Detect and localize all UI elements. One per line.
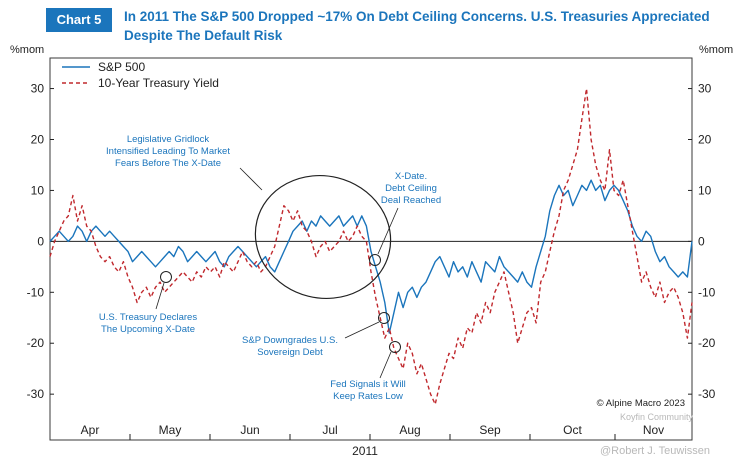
x-tick-label: May [159,423,182,437]
y-tick-label-right: 30 [698,82,712,96]
y-tick-label-left: -30 [27,387,45,401]
y-axis-right: 30 20 10 0 -10 -20 -30 [688,82,716,401]
x-axis: Apr May Jun Jul Aug Sep Oct Nov [81,423,664,440]
watermark-author: @Robert J. Teuwissen [600,445,711,457]
annotation-treasury-line-2: The Upcoming X-Date [101,324,195,335]
annotation-gridlock-line-2: Intensified Leading To Market [106,146,230,157]
chart-title: In 2011 The S&P 500 Dropped ~17% On Debt… [124,7,734,45]
chart-header: Chart 5 In 2011 The S&P 500 Dropped ~17%… [0,0,747,46]
annotation-gridlock-ellipse [254,174,392,300]
x-tick-label: Apr [81,423,100,437]
annotation-downgrade-line-2: Sovereign Debt [257,347,323,358]
annotation-downgrade-marker [378,312,390,324]
annotation-treasury-line-1: U.S. Treasury Declares [99,312,197,323]
plot-frame [49,57,693,441]
annotation-xdate: X-Date. Debt Ceiling Deal Reached [381,171,441,206]
annotation-gridlock-line-1: Legislative Gridlock [127,134,210,145]
source-note: © Alpine Macro 2023 [597,398,685,409]
annotation-gridlock: Legislative Gridlock Intensified Leading… [106,134,230,169]
legend-label-treasury: 10-Year Treasury Yield [98,76,219,90]
series-line-sp500 [49,179,693,334]
y-unit-left: %mom [10,44,44,56]
series-group [49,87,693,405]
annotation-xdate-line-1: X-Date. [395,171,427,182]
annotation-downgrade: S&P Downgrades U.S. Sovereign Debt [242,335,338,358]
x-tick-label: Sep [479,423,501,437]
annotation-fed: Fed Signals it Will Keep Rates Low [330,379,406,402]
annotation-downgrade-line-1: S&P Downgrades U.S. [242,335,338,346]
y-tick-label-right: 10 [698,183,712,197]
y-tick-label-left: -10 [27,285,45,299]
y-axis-left: 30 20 10 0 -10 -20 -30 [27,82,54,401]
annotation-xdate-marker [369,254,381,266]
x-axis-year-label: 2011 [352,444,378,458]
annotation-xdate-line-2: Debt Ceiling [385,183,437,194]
annotation-fed-marker [389,341,401,353]
annotation-treasury-leader [155,282,165,310]
annotation-treasury-marker [160,271,172,283]
x-tick-label: Oct [563,423,582,437]
x-tick-label: Jul [322,423,337,437]
series-line-treasury-yield [49,87,693,405]
watermark-community: Koyfin Community [620,412,694,422]
chart-number-tag: Chart 5 [46,8,112,32]
y-tick-label-left: -20 [27,336,45,350]
annotation-fed-line-2: Keep Rates Low [333,391,403,402]
annotation-xdate-leader [377,207,399,255]
annotation-fed-line-1: Fed Signals it Will [330,379,406,390]
chart-title-line-2: Despite The Default Risk [124,28,283,43]
annotation-treasury: U.S. Treasury Declares The Upcoming X-Da… [99,312,197,335]
annotation-gridlock-line-3: Fears Before The X-Date [115,158,221,169]
x-tick-label: Nov [643,423,664,437]
annotation-downgrade-leader [344,321,380,339]
chart-title-line-1: In 2011 The S&P 500 Dropped ~17% On Debt… [124,9,710,24]
annotation-gridlock-leader [239,167,263,191]
y-tick-label-right: -20 [698,336,716,350]
y-tick-label-right: -30 [698,387,716,401]
y-tick-label-right: -10 [698,285,716,299]
x-tick-label: Jun [240,423,259,437]
x-tick-label: Aug [399,423,420,437]
y-tick-label-left: 20 [31,132,45,146]
annotation-fed-leader [379,351,392,379]
legend-label-sp500: S&P 500 [98,60,145,74]
y-tick-label-right: 20 [698,132,712,146]
y-tick-label-left: 10 [31,183,45,197]
y-tick-label-right: 0 [698,234,705,248]
y-tick-label-left: 30 [31,82,45,96]
y-tick-label-left: 0 [37,234,44,248]
y-unit-right: %mom [699,44,733,56]
legend: S&P 500 10-Year Treasury Yield [62,60,219,90]
annotation-xdate-line-3: Deal Reached [381,195,441,206]
